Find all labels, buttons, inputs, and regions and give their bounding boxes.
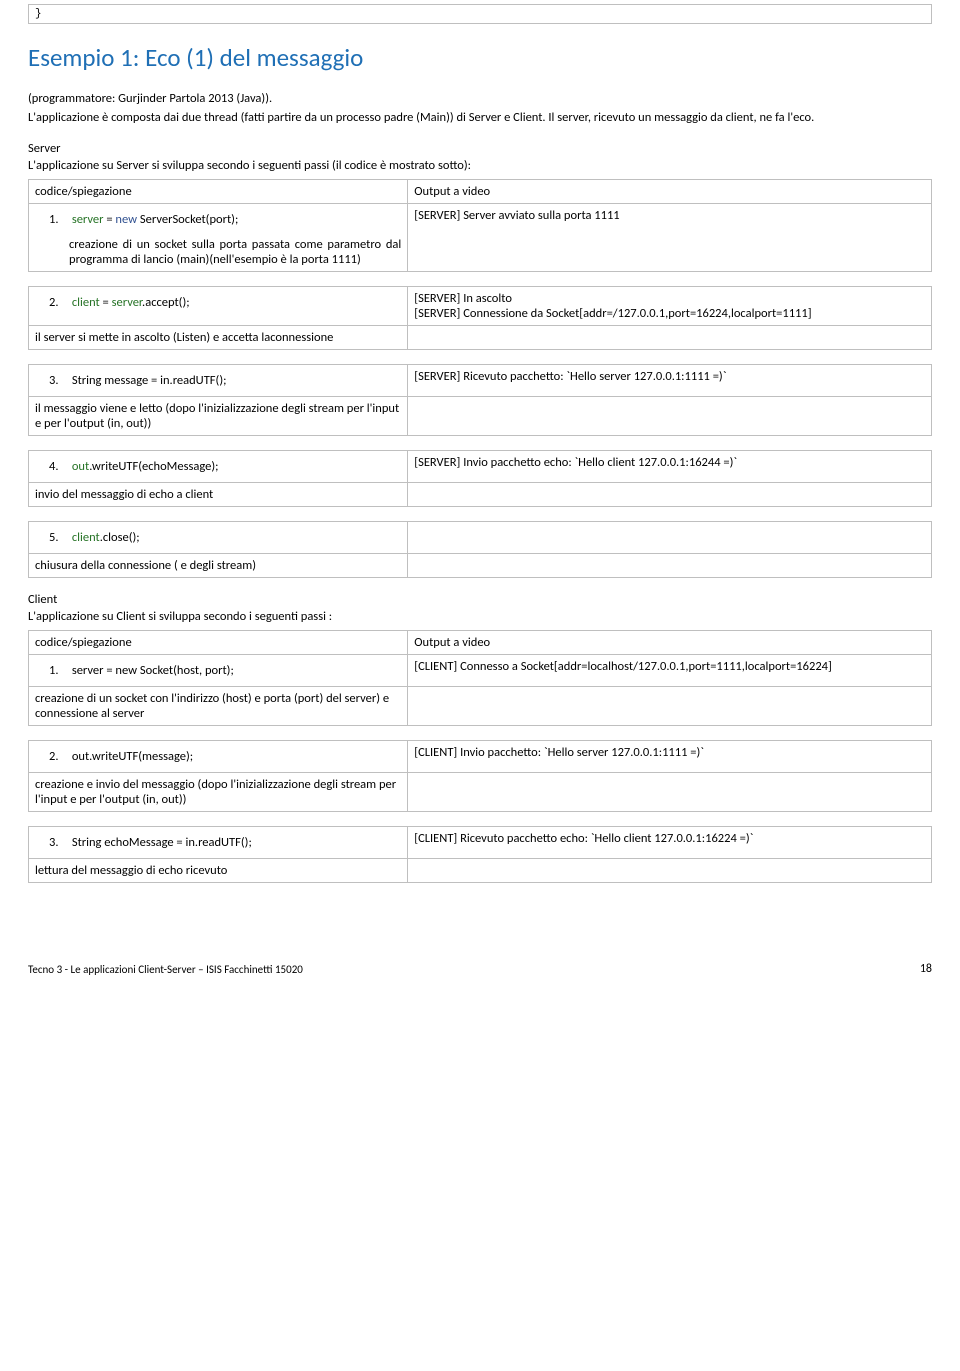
server-table-4: 4. out.writeUTF(echoMessage); [SERVER] I… xyxy=(28,450,932,507)
client-sub: L'applicazione su Client si sviluppa sec… xyxy=(28,609,932,624)
step-num: 5. xyxy=(49,530,69,545)
code-token: out xyxy=(72,459,89,474)
code-token: client xyxy=(72,295,100,310)
code-token: String echoMessage = in.readUTF(); xyxy=(72,835,252,850)
code-token: client xyxy=(72,530,100,545)
step-desc: lettura del messaggio di echo ricevuto xyxy=(29,858,408,882)
code-token: String message = in.readUTF(); xyxy=(72,373,227,388)
code-token: .close(); xyxy=(100,530,140,545)
author-line: (programmatore: Gurjinder Partola 2013 (… xyxy=(28,91,932,108)
step-desc: invio del messaggio di echo a client xyxy=(29,482,408,506)
step-output: [SERVER] Invio pacchetto echo: `Hello cl… xyxy=(408,450,932,482)
col-header-left: codice/spiegazione xyxy=(29,630,408,654)
step-num: 1. xyxy=(49,212,69,227)
col-header-left: codice/spiegazione xyxy=(29,179,408,203)
server-table-3: 3. String message = in.readUTF(); [SERVE… xyxy=(28,364,932,436)
server-heading: Server xyxy=(28,141,932,156)
code-token: .accept(); xyxy=(142,295,190,310)
step-output xyxy=(408,521,932,553)
code-token: = xyxy=(100,295,112,310)
code-token: out.writeUTF(message); xyxy=(72,749,193,764)
client-table-1: codice/spiegazione Output a video 1. ser… xyxy=(28,630,932,726)
client-table-2: 2. out.writeUTF(message); [CLIENT] Invio… xyxy=(28,740,932,812)
server-table-1: codice/spiegazione Output a video 1. ser… xyxy=(28,179,932,272)
step-output: [SERVER] Server avviato sulla porta 1111 xyxy=(408,203,932,271)
step-num: 2. xyxy=(49,749,69,764)
server-table-2: 2. client = server.accept(); [SERVER] In… xyxy=(28,286,932,350)
step-num: 3. xyxy=(49,373,69,388)
step-desc: creazione e invio del messaggio (dopo l'… xyxy=(29,772,408,811)
code-token: server xyxy=(72,212,104,227)
page-title: Esempio 1: Eco (1) del messaggio xyxy=(28,42,932,73)
step-desc: creazione di un socket sulla porta passa… xyxy=(35,237,401,267)
step-num: 1. xyxy=(49,663,69,678)
client-table-3: 3. String echoMessage = in.readUTF(); [C… xyxy=(28,826,932,883)
code-token: ServerSocket(port); xyxy=(137,212,238,227)
page-number: 18 xyxy=(920,962,932,976)
col-header-right: Output a video xyxy=(408,179,932,203)
code-token: new xyxy=(115,212,137,227)
code-token: server = new Socket(host, port); xyxy=(72,663,234,678)
step-desc: creazione di un socket con l'indirizzo (… xyxy=(29,686,408,725)
intro-text: L'applicazione è composta dai due thread… xyxy=(28,110,932,127)
step-desc: il messaggio viene e letto (dopo l'inizi… xyxy=(29,396,408,435)
step-desc: il server si mette in ascolto (Listen) e… xyxy=(29,325,408,349)
step-desc: chiusura della connessione ( e degli str… xyxy=(29,553,408,577)
step-output: [CLIENT] Ricevuto pacchetto echo: `Hello… xyxy=(408,826,932,858)
col-header-right: Output a video xyxy=(408,630,932,654)
top-code-brace: } xyxy=(28,4,932,24)
step-num: 3. xyxy=(49,835,69,850)
code-token: = xyxy=(104,212,116,227)
step-num: 2. xyxy=(49,295,69,310)
step-output: [SERVER] Connessione da Socket[addr=/127… xyxy=(414,306,925,321)
server-sub: L'applicazione su Server si sviluppa sec… xyxy=(28,158,932,173)
step-output: [CLIENT] Invio pacchetto: `Hello server … xyxy=(408,740,932,772)
client-heading: Client xyxy=(28,592,932,607)
server-table-5: 5. client.close(); chiusura della connes… xyxy=(28,521,932,578)
code-token: .writeUTF(echoMessage); xyxy=(89,459,218,474)
footer-text: Tecno 3 - Le applicazioni Client-Server … xyxy=(28,963,303,976)
step-output: [SERVER] In ascolto xyxy=(414,291,925,306)
step-num: 4. xyxy=(49,459,69,474)
step-output: [SERVER] Ricevuto pacchetto: `Hello serv… xyxy=(408,364,932,396)
step-output: [CLIENT] Connesso a Socket[addr=localhos… xyxy=(408,654,932,686)
code-token: server xyxy=(112,295,142,310)
